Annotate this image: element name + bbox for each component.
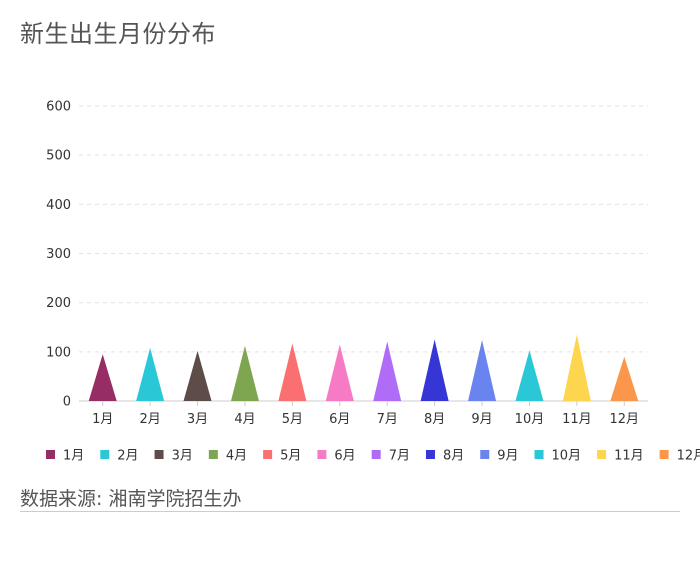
y-tick-label: 300 [46,247,71,262]
legend-label: 3月 [172,449,193,464]
legend-item[interactable]: 9月 [480,449,519,464]
x-tick-label: 1月 [92,412,113,427]
bar[interactable] [373,341,402,401]
legend-item[interactable]: 7月 [371,449,410,464]
source-divider [20,511,680,512]
bar[interactable] [230,345,259,401]
x-tick-label: 12月 [610,412,640,427]
legend-swatch [100,450,110,459]
bar[interactable] [468,340,497,401]
chart: 0 100 200 300 400 500 600 1月 2月 3月 4月 5月 6月 7月 8月 9月 10… [46,100,700,464]
legend-swatch [480,450,490,459]
legend-item[interactable]: 11月 [597,449,644,464]
data-source: 数据来源: 湘南学院招生办 [20,488,242,510]
legend-label: 5月 [280,449,301,464]
legend-swatch [534,450,544,459]
bar[interactable] [610,356,639,401]
legend-swatch [317,450,327,459]
legend-swatch [46,450,55,459]
gridlines [79,105,648,353]
legend[interactable]: 1月 2月 3月 4月 5月 6月 7月 8月 9月 10月 11月 12月 [46,449,700,464]
legend-item[interactable]: 8月 [425,449,464,464]
x-tick-label: 2月 [139,412,160,427]
legend-swatch [425,450,435,459]
legend-label: 7月 [389,449,410,464]
y-tick-label: 500 [46,149,71,164]
legend-swatch [371,450,381,459]
y-axis: 0 100 200 300 400 500 600 [46,100,71,410]
legend-item[interactable]: 12月 [659,449,700,464]
legend-item[interactable]: 4月 [208,449,247,464]
legend-swatch [154,450,164,459]
legend-label: 11月 [614,449,644,464]
bars [88,334,639,401]
legend-item[interactable]: 3月 [154,449,193,464]
legend-label: 6月 [334,449,355,464]
bar[interactable] [515,350,544,401]
x-tick-label: 4月 [234,412,255,427]
legend-label: 1月 [63,449,84,464]
bar[interactable] [420,339,449,401]
legend-item[interactable]: 5月 [263,449,301,464]
legend-swatch [659,450,669,459]
bar[interactable] [278,343,307,401]
bar[interactable] [325,344,354,401]
legend-label: 4月 [226,449,247,464]
legend-label: 10月 [552,449,582,464]
y-tick-label: 400 [46,198,71,213]
chart-title: 新生出生月份分布 [20,20,216,48]
legend-label: 12月 [677,449,700,464]
bar[interactable] [562,334,591,401]
y-tick-label: 600 [46,100,71,115]
bar[interactable] [183,350,212,401]
x-tick-label: 3月 [187,412,208,427]
x-tick-label: 9月 [471,412,492,427]
legend-item[interactable]: 6月 [317,449,356,464]
x-tick-label: 7月 [377,412,398,427]
x-tick-label: 8月 [424,412,445,427]
legend-item[interactable]: 1月 [46,449,84,464]
x-tick-label: 11月 [562,412,592,427]
legend-swatch [208,450,218,459]
bar[interactable] [136,347,165,401]
x-tick-label: 6月 [329,412,350,427]
legend-swatch [597,450,607,459]
y-tick-label: 0 [63,395,71,410]
x-tick-label: 5月 [282,412,303,427]
legend-label: 8月 [443,449,464,464]
bar[interactable] [88,354,117,401]
x-axis: 1月 2月 3月 4月 5月 6月 7月 8月 9月 10月 11月 12月 [79,400,648,427]
legend-swatch [263,450,273,459]
y-tick-label: 100 [46,345,71,360]
legend-item[interactable]: 2月 [100,449,139,464]
legend-item[interactable]: 10月 [534,449,582,464]
y-tick-label: 200 [46,296,71,311]
legend-label: 2月 [117,449,138,464]
legend-label: 9月 [497,449,518,464]
x-tick-label: 10月 [515,412,545,427]
